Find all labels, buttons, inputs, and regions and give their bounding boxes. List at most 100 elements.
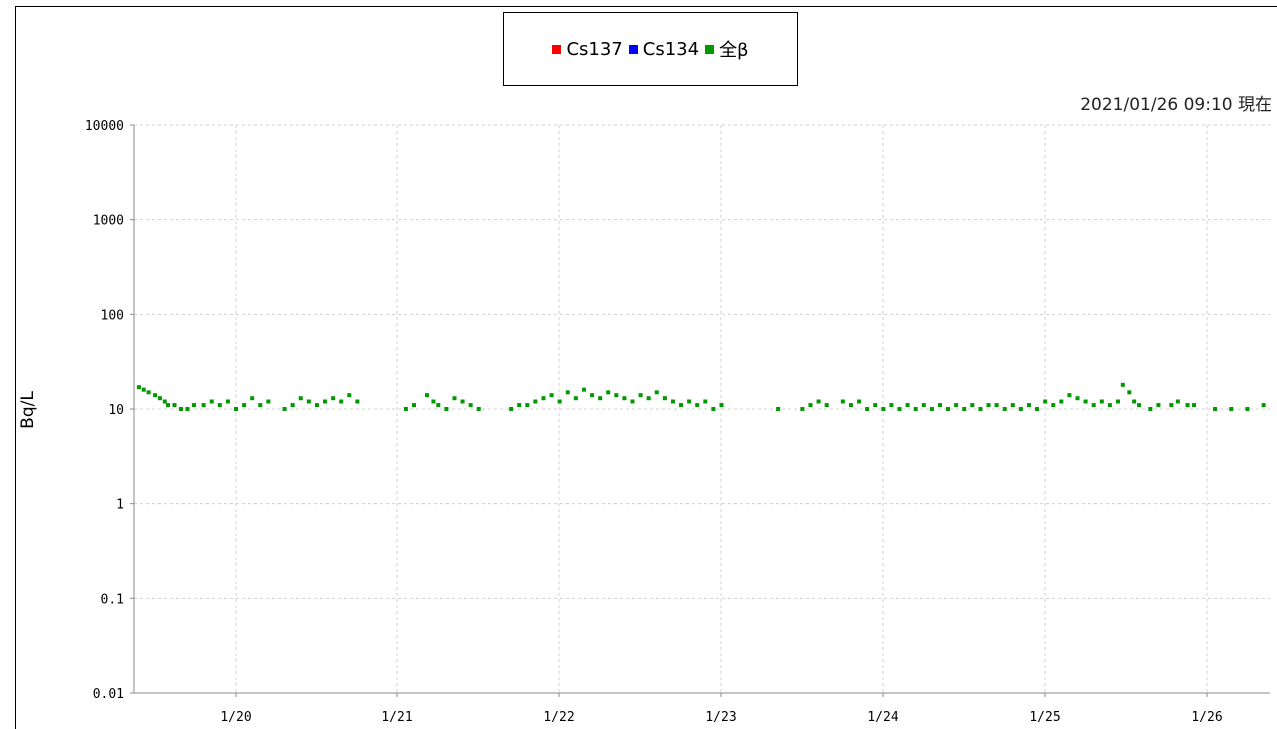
legend-swatch-cs137: [552, 44, 562, 54]
data-point: [1051, 403, 1056, 408]
data-point: [258, 403, 263, 408]
data-point: [1059, 399, 1064, 404]
data-point: [913, 407, 918, 411]
data-point: [331, 396, 336, 401]
data-point: [282, 407, 287, 411]
data-point: [412, 403, 417, 408]
data-point: [646, 396, 651, 401]
data-point: [1026, 403, 1031, 408]
data-point: [1261, 403, 1266, 408]
data-point: [703, 399, 708, 404]
legend-item-cs137: Cs137: [552, 38, 623, 60]
data-point: [1099, 399, 1104, 404]
x-tick-label: 1/24: [867, 710, 898, 725]
data-point: [889, 403, 894, 408]
data-point: [824, 403, 829, 408]
data-point: [1175, 399, 1180, 404]
data-point: [166, 403, 171, 408]
data-point: [695, 403, 700, 408]
data-point: [808, 403, 813, 408]
data-point: [290, 403, 295, 408]
timestamp-label: 2021/01/26 09:10 現在: [1080, 95, 1272, 115]
data-point: [1091, 403, 1096, 408]
data-point: [201, 403, 206, 408]
data-point: [1192, 403, 1197, 408]
data-point: [153, 393, 158, 398]
data-point: [509, 407, 514, 411]
data-point: [897, 407, 902, 411]
data-point: [1185, 403, 1190, 408]
data-point: [1156, 403, 1161, 408]
data-point: [776, 407, 781, 411]
data-point: [549, 393, 554, 398]
data-point: [525, 403, 530, 408]
y-tick-label: 1: [116, 498, 124, 513]
data-point: [687, 399, 692, 404]
data-point: [250, 396, 255, 401]
data-point: [234, 407, 238, 411]
legend-label-cs137: Cs137: [566, 38, 623, 60]
data-point: [339, 399, 344, 404]
data-point: [800, 407, 805, 411]
data-point: [946, 407, 951, 411]
y-tick-label: 1000: [93, 214, 124, 229]
data-point: [424, 393, 429, 398]
data-point: [452, 396, 457, 401]
data-point: [954, 403, 959, 408]
data-point: [444, 407, 449, 411]
data-point: [209, 399, 214, 404]
data-point: [1229, 407, 1234, 411]
data-point: [1035, 407, 1040, 411]
data-point: [242, 403, 247, 408]
data-point: [517, 403, 522, 408]
data-point: [1213, 407, 1218, 411]
data-point: [541, 396, 546, 401]
x-tick-label: 1/25: [1029, 710, 1060, 725]
data-point: [865, 407, 870, 411]
data-point: [476, 407, 481, 411]
data-point: [314, 403, 319, 408]
data-point: [970, 403, 975, 408]
chart-frame: [15, 6, 1277, 729]
data-point: [929, 407, 934, 411]
data-point: [937, 403, 942, 408]
data-point: [1018, 407, 1023, 411]
data-point: [630, 399, 635, 404]
legend-item-cs134: Cs134: [628, 39, 699, 60]
data-point: [1137, 403, 1142, 408]
data-point: [1120, 382, 1125, 387]
data-point: [638, 393, 643, 398]
legend-swatch-cs134: [628, 44, 638, 54]
legend-item-gross-beta: 全β: [705, 36, 749, 62]
data-point: [590, 393, 595, 398]
y-tick-label: 100: [101, 308, 124, 323]
data-point: [172, 403, 177, 408]
data-point: [178, 407, 183, 411]
y-tick-label: 0.1: [101, 592, 124, 607]
y-tick-label: 0.01: [93, 687, 124, 702]
data-point: [1075, 396, 1080, 401]
data-point: [840, 399, 845, 404]
data-point: [136, 385, 141, 390]
x-tick-label: 1/20: [220, 710, 251, 725]
data-point: [1107, 403, 1112, 408]
data-point: [581, 387, 586, 392]
x-tick-label: 1/22: [543, 710, 574, 725]
data-point: [533, 399, 538, 404]
data-point: [403, 407, 408, 411]
data-point: [1067, 393, 1072, 398]
data-point: [1127, 390, 1132, 395]
x-tick-label: 1/23: [705, 710, 736, 725]
data-point: [994, 403, 999, 408]
data-point: [141, 387, 146, 392]
legend-label-gross-beta: 全β: [719, 40, 749, 61]
data-point: [306, 399, 311, 404]
data-point: [162, 399, 167, 404]
data-point: [921, 403, 926, 408]
y-tick-label: 10000: [85, 119, 124, 134]
data-point: [816, 399, 821, 404]
data-point: [606, 390, 611, 395]
data-point: [1245, 407, 1250, 411]
data-point: [557, 399, 562, 404]
